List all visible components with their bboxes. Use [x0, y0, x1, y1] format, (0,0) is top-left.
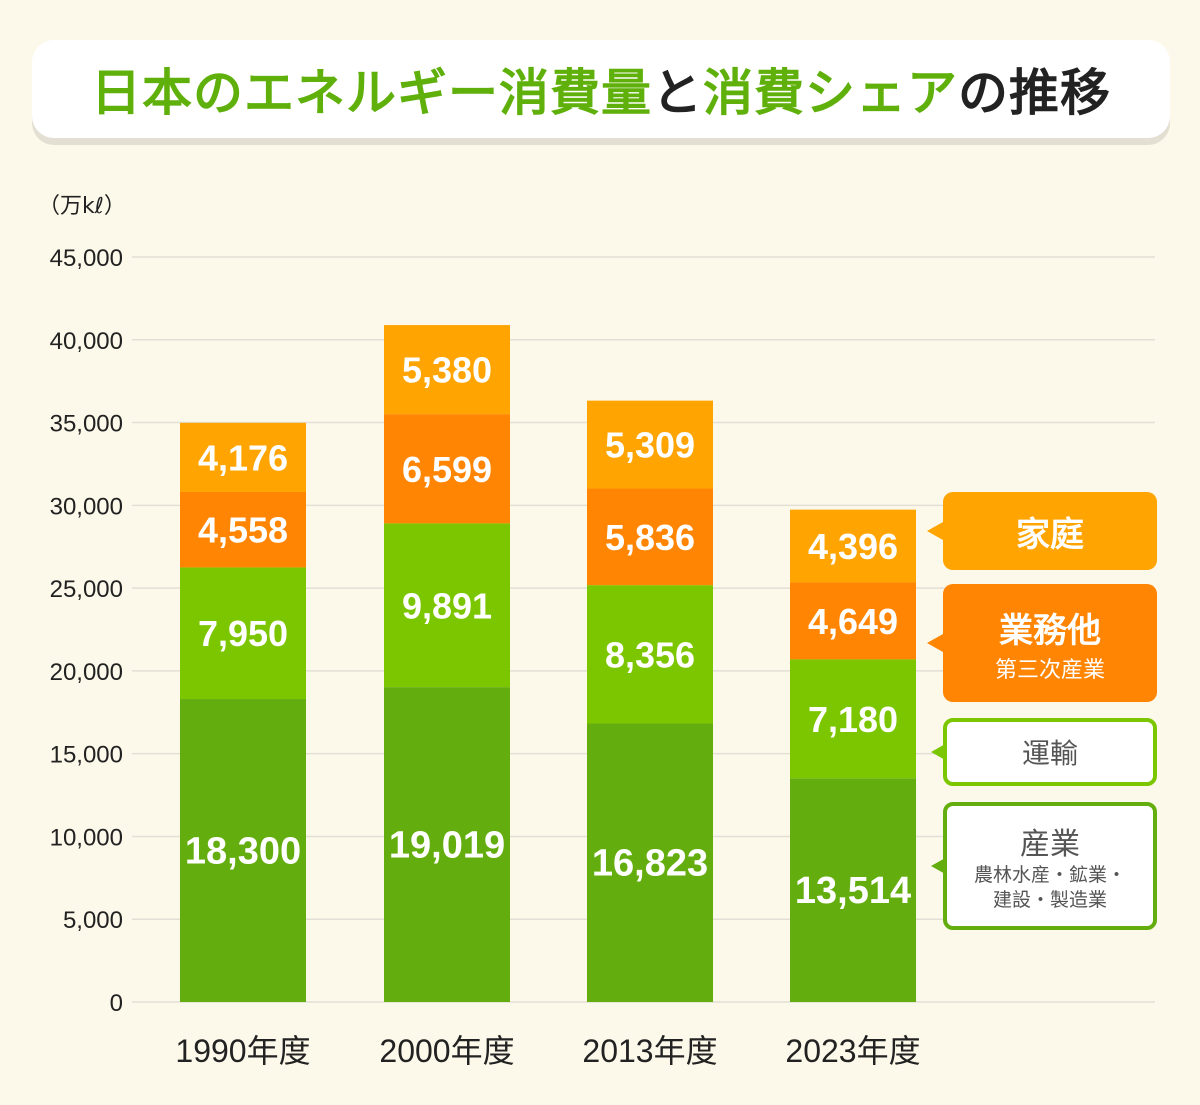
- data-label: 19,019: [389, 825, 505, 867]
- data-label: 18,300: [185, 831, 301, 873]
- y-tick-label: 30,000: [50, 493, 123, 520]
- legend-sublabel: 建設・製造業: [992, 889, 1107, 911]
- bar-segment: [587, 400, 713, 489]
- bar-segment: [790, 778, 916, 1002]
- bar-segment: [180, 422, 306, 492]
- data-label: 5,836: [605, 517, 695, 558]
- data-label: 7,180: [808, 699, 898, 740]
- legend-sublabel: 第三次産業: [994, 657, 1105, 683]
- data-label: 4,176: [198, 437, 288, 478]
- x-tick-label: 1990年度: [175, 1033, 310, 1069]
- bar-segment: [180, 699, 306, 1002]
- data-label: 8,356: [605, 634, 695, 675]
- title-part: と: [652, 64, 703, 122]
- bar-segment: [180, 491, 306, 568]
- data-label: 5,309: [605, 425, 695, 466]
- data-label: 16,823: [592, 843, 708, 885]
- data-label: 7,950: [198, 613, 288, 654]
- x-tick-label: 2023年度: [785, 1033, 920, 1069]
- bar-segment: [180, 567, 306, 700]
- y-tick-label: 25,000: [50, 576, 123, 603]
- y-tick-label: 35,000: [50, 411, 123, 438]
- y-axis-unit: （万kℓ）: [38, 194, 126, 219]
- y-tick-label: 40,000: [50, 328, 123, 355]
- legend-sublabel: 農林水産・鉱業・: [973, 864, 1126, 887]
- chart-title: 日本のエネルギー消費量と消費シェア の推移: [32, 40, 1170, 138]
- data-label: 4,558: [198, 510, 288, 551]
- bar-segment: [587, 585, 713, 724]
- legend-household: 家庭: [927, 492, 1157, 570]
- bar-segment: [384, 414, 510, 524]
- legend-label: 産業: [1020, 827, 1080, 863]
- bar-segment: [587, 488, 713, 586]
- bar-segment: [790, 509, 916, 583]
- data-label: 6,599: [402, 449, 492, 490]
- title-part: 消費シェア: [703, 64, 958, 122]
- legend-label: 家庭: [1016, 514, 1084, 555]
- data-label: 4,649: [808, 601, 898, 642]
- bar-segment: [384, 687, 510, 1002]
- y-tick-label: 15,000: [50, 742, 123, 769]
- bar-segment: [587, 723, 713, 1002]
- bar-segment: [790, 582, 916, 660]
- legend-label: 業務他: [999, 610, 1101, 651]
- legend-label: 運輸: [1021, 737, 1078, 770]
- title-part: の推移: [958, 64, 1111, 122]
- bar-segment: [384, 325, 510, 415]
- title-part: 日本のエネルギー消費量: [91, 64, 652, 122]
- data-label: 13,514: [795, 870, 911, 912]
- bar-segment: [384, 523, 510, 688]
- y-tick-label: 5,000: [63, 907, 123, 934]
- y-tick-label: 45,000: [50, 245, 123, 272]
- data-label: 5,380: [402, 350, 492, 391]
- y-tick-label: 20,000: [50, 659, 123, 686]
- x-tick-label: 2013年度: [582, 1033, 717, 1069]
- data-label: 9,891: [402, 585, 492, 626]
- x-tick-label: 2000年度: [379, 1033, 514, 1069]
- y-tick-label: 0: [110, 990, 123, 1017]
- legend-commercial: 業務他 第三次産業: [927, 584, 1157, 702]
- bar-segment: [790, 659, 916, 779]
- legend-transport: 運輸: [931, 718, 1157, 786]
- data-label: 4,396: [808, 526, 898, 567]
- legend-industry: 産業 農林水産・鉱業・ 建設・製造業: [931, 802, 1157, 930]
- y-tick-label: 10,000: [50, 824, 123, 851]
